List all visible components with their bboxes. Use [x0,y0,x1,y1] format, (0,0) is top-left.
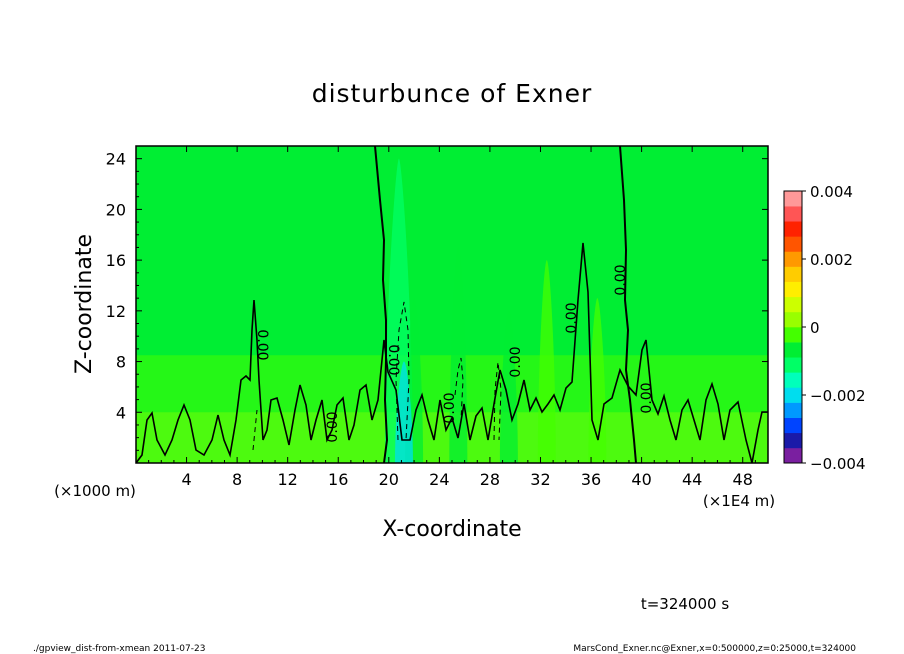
footer-right-text: MarsCond_Exner.nc@Exner,x=0:500000,z=0:2… [573,644,856,654]
negative-plume [394,361,413,463]
colorbar-cell [784,432,802,449]
x-tick-label: 24 [429,470,449,489]
colorbar-cell [784,236,802,252]
colorbar-cell [784,266,802,282]
contour-labels: 0.00 0.00 0.00 0.00 0.00 0.00 0.00 0.00 [254,264,655,442]
colorbar-cell [784,402,802,418]
footer-left-text: ./gpview_dist-from-xmean 2011-07-23 [33,644,205,654]
colorbar-cell [784,387,802,403]
x-tick-label: 28 [480,470,500,489]
colorbar-cell [784,281,802,298]
colorbar-cell [784,206,802,222]
plot-area: 0.00 0.00 0.00 0.00 0.00 0.00 0.00 0.00 [135,145,769,464]
x-axis-label: X-coordinate [382,517,521,542]
x-tick-label: 48 [733,470,753,489]
x-tick-label: 40 [631,470,651,489]
colorbar-label: 0.004 [810,183,853,201]
colorbar-cell [784,311,802,328]
contour-line-negative-2 [454,357,464,421]
x-tick-label: 36 [581,470,601,489]
colorbar-cell [784,417,802,434]
contour-label: 0.00 [325,411,341,442]
contour-line-right-boundary [619,146,637,463]
chart-title: disturbunce of Exner [312,79,593,108]
contour-line-negative-1 [395,301,410,441]
contour-line-left-boundary [374,146,389,463]
x-unit-label: (×1000 m) [54,482,136,500]
contour-layer [136,146,768,463]
contour-label: 0.00 [564,302,580,333]
colorbar-cell [784,221,802,237]
y-tick-label: 8 [116,353,126,372]
colorbar-cells [784,191,802,464]
colorbar-cell [784,327,802,343]
colorbar-label: −0.002 [810,387,866,405]
colorbar-cell [784,447,802,464]
colorbar-cell [784,372,802,388]
x-tick-label: 32 [530,470,550,489]
contour-label: 0.00 [385,344,401,375]
colorbar-cell [784,296,802,313]
contour-line-near-surface [136,242,768,463]
y-tick-label: 20 [106,200,126,219]
negative-plume [499,310,518,463]
colorbar-label: 0 [810,319,820,337]
colorbar-label: −0.004 [810,455,866,473]
x-axis: 4 8 12 16 20 24 28 32 36 40 44 48 [148,146,756,489]
colorbar-cell [784,342,802,358]
contour-line-negative-4 [252,409,258,451]
y-tick-label: 4 [116,403,126,422]
y-tick-label: 12 [106,302,126,321]
y-tick-label: 16 [106,251,126,270]
colorbar-label: 0.002 [810,251,853,269]
y-tick-label: 24 [106,150,126,169]
colorbar-cell [784,357,802,373]
colorbar: 0.004 0.002 0 −0.002 −0.004 [783,183,866,473]
y-axis: 4 8 12 16 20 24 [106,150,768,451]
x-scale-label: (×1E4 m) [703,492,775,510]
contour-label: 0.00 [639,382,655,413]
time-label: t=324000 s [641,595,729,613]
x-tick-label: 8 [232,470,242,489]
x-tick-label: 12 [278,470,298,489]
x-tick-label: 16 [328,470,348,489]
colorbar-cell [784,191,802,207]
colorbar-labels: 0.004 0.002 0 −0.002 −0.004 [802,183,866,473]
x-tick-label: 20 [379,470,399,489]
y-axis-label: Z-coordinate [72,234,97,374]
colorbar-cell [784,251,802,267]
contour-label: 0.00 [508,346,524,377]
contour-label: 0.00 [254,329,270,360]
x-tick-label: 4 [181,470,191,489]
x-tick-label: 44 [682,470,702,489]
contour-label: 0.00 [613,264,629,295]
contour-label: 0.00 [442,392,458,423]
